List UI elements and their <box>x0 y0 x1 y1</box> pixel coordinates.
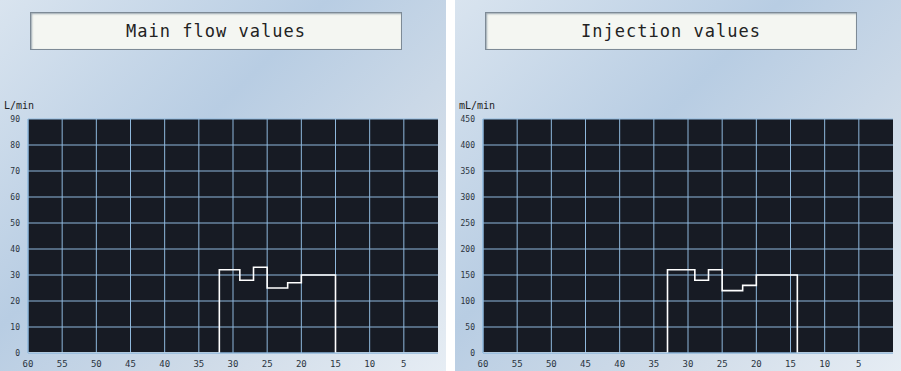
svg-text:20: 20 <box>751 359 762 369</box>
svg-text:250: 250 <box>461 219 476 228</box>
svg-text:15: 15 <box>330 359 341 369</box>
svg-text:30: 30 <box>683 359 694 369</box>
svg-text:60: 60 <box>478 359 489 369</box>
svg-text:0: 0 <box>15 349 20 358</box>
svg-text:100: 100 <box>461 297 476 306</box>
svg-text:35: 35 <box>193 359 204 369</box>
svg-text:5: 5 <box>856 359 861 369</box>
svg-text:50: 50 <box>91 359 102 369</box>
html-text:mL/min: mL/min <box>459 100 496 111</box>
svg-text:30: 30 <box>10 271 20 280</box>
svg-text:40: 40 <box>159 359 170 369</box>
svg-text:45: 45 <box>125 359 136 369</box>
svg-text:25: 25 <box>717 359 728 369</box>
svg-text:50: 50 <box>10 219 20 228</box>
svg-text:45: 45 <box>580 359 591 369</box>
html-text:Main flow values: Main flow values <box>126 21 306 41</box>
svg-text:30: 30 <box>228 359 239 369</box>
svg-text:55: 55 <box>512 359 523 369</box>
svg-text:25: 25 <box>262 359 273 369</box>
svg-text:10: 10 <box>364 359 375 369</box>
svg-text:90: 90 <box>10 115 20 124</box>
svg-text:40: 40 <box>614 359 625 369</box>
svg-text:60: 60 <box>10 193 20 202</box>
svg-text:400: 400 <box>461 141 476 150</box>
html-text:L/min: L/min <box>4 100 35 111</box>
svg-text:200: 200 <box>461 245 476 254</box>
svg-text:70: 70 <box>10 167 20 176</box>
html-text:Injection values: Injection values <box>581 21 761 41</box>
svg-text:20: 20 <box>296 359 307 369</box>
svg-text:15: 15 <box>785 359 796 369</box>
svg-text:350: 350 <box>461 167 476 176</box>
svg-text:0: 0 <box>470 349 475 358</box>
svg-text:450: 450 <box>461 115 476 124</box>
svg-text:5: 5 <box>401 359 406 369</box>
svg-text:80: 80 <box>10 141 20 150</box>
svg-text:10: 10 <box>819 359 830 369</box>
svg-text:50: 50 <box>465 323 475 332</box>
svg-text:20: 20 <box>10 297 20 306</box>
svg-text:40: 40 <box>10 245 20 254</box>
svg-text:50: 50 <box>546 359 557 369</box>
svg-text:60: 60 <box>23 359 34 369</box>
svg-text:35: 35 <box>648 359 659 369</box>
svg-text:150: 150 <box>461 271 476 280</box>
svg-text:300: 300 <box>461 193 476 202</box>
svg-text:55: 55 <box>57 359 68 369</box>
svg-text:10: 10 <box>10 323 20 332</box>
